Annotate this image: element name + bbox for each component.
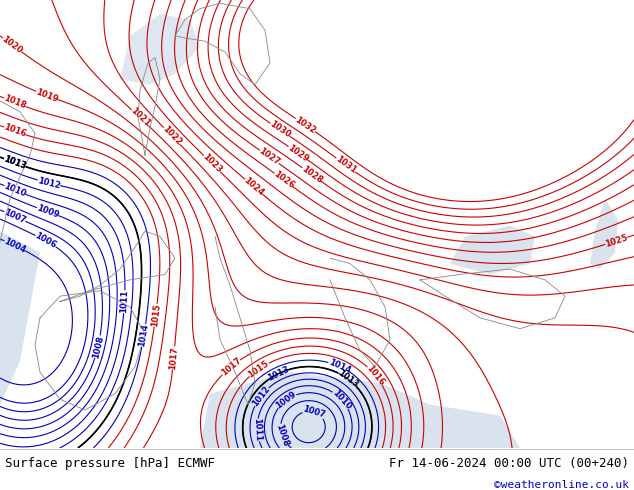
Text: 1017: 1017 xyxy=(168,346,179,370)
Text: 1013: 1013 xyxy=(266,365,291,383)
Text: 1021: 1021 xyxy=(128,106,152,129)
Text: 1012: 1012 xyxy=(250,384,271,408)
Text: 1019: 1019 xyxy=(34,87,59,104)
Text: 1032: 1032 xyxy=(293,115,318,135)
Text: 1007: 1007 xyxy=(301,404,327,420)
Polygon shape xyxy=(200,372,520,448)
Text: 1025: 1025 xyxy=(604,233,629,249)
Text: 1016: 1016 xyxy=(3,123,27,139)
Text: 1030: 1030 xyxy=(268,120,292,140)
Text: 1028: 1028 xyxy=(300,164,324,185)
Text: 1015: 1015 xyxy=(150,303,162,327)
Text: 1008: 1008 xyxy=(91,334,105,359)
Text: 1009: 1009 xyxy=(36,203,60,220)
Text: 1008: 1008 xyxy=(274,423,290,447)
Text: 1022: 1022 xyxy=(160,124,183,147)
Text: Surface pressure [hPa] ECMWF: Surface pressure [hPa] ECMWF xyxy=(5,458,215,470)
Text: 1027: 1027 xyxy=(257,147,281,167)
Text: 1017: 1017 xyxy=(219,356,243,378)
Polygon shape xyxy=(450,225,535,274)
Text: ©weatheronline.co.uk: ©weatheronline.co.uk xyxy=(494,480,629,490)
Text: 1015: 1015 xyxy=(247,359,271,380)
Text: 1031: 1031 xyxy=(333,155,358,175)
Text: 1006: 1006 xyxy=(34,231,58,250)
Text: 1014: 1014 xyxy=(327,357,352,375)
Text: 1024: 1024 xyxy=(242,176,266,198)
Text: 1026: 1026 xyxy=(271,170,296,191)
Text: 1011: 1011 xyxy=(252,418,262,442)
Text: 1029: 1029 xyxy=(286,143,310,163)
Polygon shape xyxy=(590,198,618,269)
Text: 1013: 1013 xyxy=(3,154,27,171)
Text: 1018: 1018 xyxy=(3,94,27,111)
Text: 1010: 1010 xyxy=(330,388,353,411)
Text: 1009: 1009 xyxy=(275,390,298,411)
Text: 1016: 1016 xyxy=(365,364,386,388)
Text: Fr 14-06-2024 00:00 UTC (00+240): Fr 14-06-2024 00:00 UTC (00+240) xyxy=(389,458,629,470)
Text: 1023: 1023 xyxy=(200,152,223,175)
Polygon shape xyxy=(120,14,200,85)
Text: 1010: 1010 xyxy=(3,181,27,198)
Text: 1013: 1013 xyxy=(3,154,27,171)
Text: 1020: 1020 xyxy=(0,34,24,55)
Text: 1011: 1011 xyxy=(119,290,129,314)
Polygon shape xyxy=(0,231,40,448)
Text: 1007: 1007 xyxy=(3,208,27,225)
Text: 1014: 1014 xyxy=(138,323,150,348)
Text: 1012: 1012 xyxy=(36,176,61,190)
Text: 1013: 1013 xyxy=(336,368,359,390)
Text: 1004: 1004 xyxy=(3,237,27,255)
